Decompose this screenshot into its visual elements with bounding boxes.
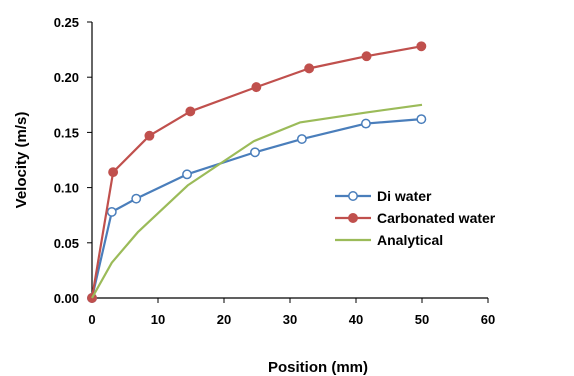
y-tick-label: 0.10 xyxy=(54,181,79,196)
y-tick-label: 0.20 xyxy=(54,70,79,85)
series-line-carbonated-water xyxy=(90,45,422,299)
data-point-di-water xyxy=(296,134,307,144)
series-di-water xyxy=(87,114,427,303)
x-tick-label: 0 xyxy=(88,312,95,327)
legend-label: Di water xyxy=(377,188,432,204)
data-point-di-water xyxy=(416,114,427,125)
x-tick-label: 50 xyxy=(415,312,429,327)
y-tick-label: 0.15 xyxy=(54,125,79,140)
x-tick-label: 20 xyxy=(217,312,231,327)
x-axis-title: Position (mm) xyxy=(268,359,368,376)
data-point-di-water xyxy=(250,147,260,158)
series-layer xyxy=(87,41,427,303)
data-point-carbonated-water xyxy=(251,82,262,93)
y-tick-label: 0.25 xyxy=(54,15,79,30)
legend: Di water Carbonated water Analytical xyxy=(335,188,496,248)
data-point-di-water xyxy=(360,118,371,129)
y-tick-label: 0.00 xyxy=(54,291,79,306)
y-axis-title: Velocity (m/s) xyxy=(13,112,30,209)
data-point-carbonated-water xyxy=(185,106,196,117)
series-analytical xyxy=(91,103,423,299)
data-point-carbonated-water xyxy=(108,167,119,178)
data-point-carbonated-water xyxy=(361,51,372,62)
series-line-di-water xyxy=(90,118,422,299)
data-point-carbonated-water xyxy=(144,130,155,141)
legend-item-di-water: Di water xyxy=(335,188,432,204)
data-point-di-water xyxy=(131,193,142,204)
data-point-di-water xyxy=(106,206,117,217)
axes xyxy=(91,22,488,299)
legend-item-analytical: Analytical xyxy=(335,232,443,248)
x-tick-label: 40 xyxy=(349,312,363,327)
legend-label: Carbonated water xyxy=(377,210,496,226)
series-line-analytical xyxy=(91,103,423,299)
data-point-di-water xyxy=(182,169,192,180)
legend-label: Analytical xyxy=(377,232,443,248)
legend-item-carbonated-water: Carbonated water xyxy=(335,210,496,226)
legend-marker xyxy=(348,191,358,201)
series-carbonated-water xyxy=(87,41,427,303)
data-point-carbonated-water xyxy=(304,63,315,74)
y-tick-label: 0.05 xyxy=(54,236,79,251)
ticks: 0 10 20 30 40 50 60 0.00 0.05 0.10 0.15 0.20 0.25 xyxy=(54,15,496,327)
legend-marker xyxy=(348,213,358,223)
x-tick-label: 30 xyxy=(283,312,297,327)
x-tick-label: 60 xyxy=(481,312,495,327)
data-point-carbonated-water xyxy=(416,41,427,52)
x-tick-label: 10 xyxy=(151,312,165,327)
